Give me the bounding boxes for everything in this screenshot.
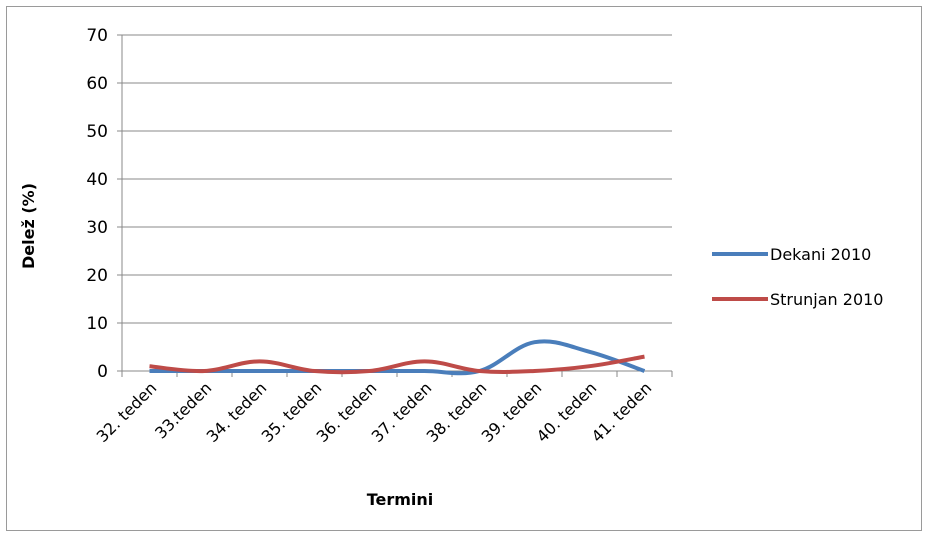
y-tick-label: 50 bbox=[86, 122, 108, 142]
y-tick-label: 10 bbox=[86, 314, 108, 334]
x-axis-title: Termini bbox=[367, 490, 434, 509]
y-tick-label: 60 bbox=[86, 74, 108, 94]
y-tick-label: 40 bbox=[86, 170, 108, 190]
y-tick-labels: 0 10 20 30 40 50 60 70 bbox=[86, 26, 108, 382]
gridlines bbox=[122, 34, 672, 324]
legend-label: Dekani 2010 bbox=[770, 245, 871, 264]
y-tick-label: 20 bbox=[86, 266, 108, 286]
legend: Dekani 2010 Strunjan 2010 bbox=[712, 245, 883, 309]
series-line-1 bbox=[149, 354, 645, 375]
y-tick-label: 0 bbox=[97, 362, 108, 382]
series-lines bbox=[149, 339, 646, 376]
axes bbox=[117, 34, 673, 377]
y-axis-title: Delež (%) bbox=[19, 183, 38, 269]
y-tick-label: 30 bbox=[86, 218, 108, 238]
legend-label: Strunjan 2010 bbox=[770, 290, 883, 309]
series-line-0 bbox=[149, 339, 646, 376]
y-tick-label: 70 bbox=[86, 26, 108, 46]
x-tick-label: 32. teden bbox=[93, 378, 161, 446]
x-tick-label: 41. teden bbox=[588, 378, 656, 446]
chart-frame bbox=[6, 6, 922, 531]
